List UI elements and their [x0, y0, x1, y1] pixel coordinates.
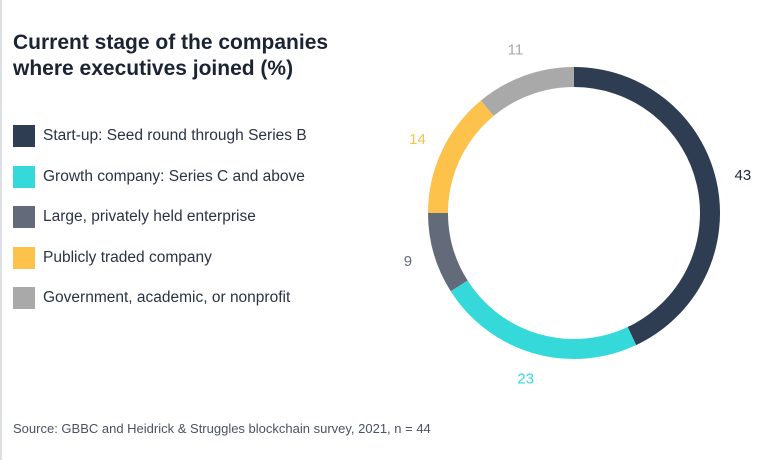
donut-arcs [428, 67, 720, 359]
legend-swatch-growth [13, 165, 35, 188]
donut-slice-government [480, 67, 575, 117]
legend: Start-up: Seed round through Series B Gr… [13, 124, 307, 327]
legend-swatch-public [13, 246, 35, 269]
donut-slice-private-enterprise [428, 212, 468, 292]
donut-slice-startup [573, 67, 720, 346]
chart-title: Current stage of the companies where exe… [13, 30, 373, 82]
chart-title-line-2: where executives joined (%) [13, 57, 294, 80]
source-note: Source: GBBC and Heidrick & Struggles bl… [13, 421, 431, 436]
legend-item-startup: Start-up: Seed round through Series B [13, 124, 307, 148]
legend-swatch-startup [13, 125, 35, 147]
donut-value-labels: 43 23 9 14 11 [404, 42, 751, 388]
legend-swatch-government [13, 287, 35, 309]
legend-item-government: Government, academic, or nonprofit [13, 286, 307, 310]
legend-label-growth: Growth company: Series C and above [43, 167, 305, 185]
value-label-public: 14 [409, 131, 426, 148]
legend-label-startup: Start-up: Seed round through Series B [43, 127, 307, 144]
chart-title-line-1: Current stage of the companies [13, 31, 329, 54]
value-label-startup: 43 [734, 167, 751, 184]
donut-chart: 43 23 9 14 11 [404, 42, 751, 388]
legend-item-private-enterprise: Large, privately held enterprise [13, 205, 307, 229]
legend-label-private-enterprise: Large, privately held enterprise [43, 208, 256, 225]
legend-label-public: Publicly traded company [43, 248, 212, 266]
value-label-growth: 23 [517, 371, 534, 388]
legend-label-government: Government, academic, or nonprofit [43, 289, 291, 306]
value-label-government: 11 [508, 42, 524, 59]
legend-swatch-private-enterprise [13, 206, 35, 228]
legend-item-public: Publicly traded company [13, 246, 307, 270]
donut-slice-growth [450, 280, 637, 359]
value-label-private-enterprise: 9 [404, 253, 412, 270]
left-border [0, 0, 2, 460]
legend-item-growth: Growth company: Series C and above [13, 165, 307, 189]
donut-slice-public [428, 100, 494, 214]
